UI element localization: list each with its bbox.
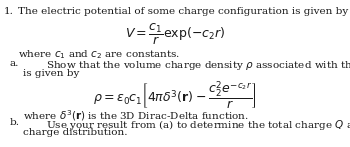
Text: Show that the volume charge density $\rho$ associated with this electric potenti: Show that the volume charge density $\rh… (46, 59, 350, 72)
Text: where $\delta^3(\mathbf{r})$ is the 3D Dirac-Delta function.: where $\delta^3(\mathbf{r})$ is the 3D D… (23, 108, 249, 123)
Text: charge distribution.: charge distribution. (23, 128, 127, 137)
Text: where $c_1$ and $c_2$ are constants.: where $c_1$ and $c_2$ are constants. (18, 48, 180, 61)
Text: is given by: is given by (23, 69, 79, 78)
Text: Use your result from (a) to determine the total charge $Q$ associated with the: Use your result from (a) to determine th… (46, 118, 350, 132)
Text: 1.: 1. (4, 7, 14, 16)
Text: $\rho = \epsilon_0 c_1 \left[4\pi\delta^3(\mathbf{r}) - \dfrac{c_2^2 e^{-c_2 r}}: $\rho = \epsilon_0 c_1 \left[4\pi\delta^… (93, 80, 257, 112)
Text: b.: b. (10, 118, 20, 127)
Text: $V = \dfrac{c_1}{r}\exp(-c_2 r)$: $V = \dfrac{c_1}{r}\exp(-c_2 r)$ (125, 22, 225, 47)
Text: The electric potential of some charge configuration is given by the expression: The electric potential of some charge co… (18, 7, 350, 16)
Text: a.: a. (10, 59, 19, 68)
